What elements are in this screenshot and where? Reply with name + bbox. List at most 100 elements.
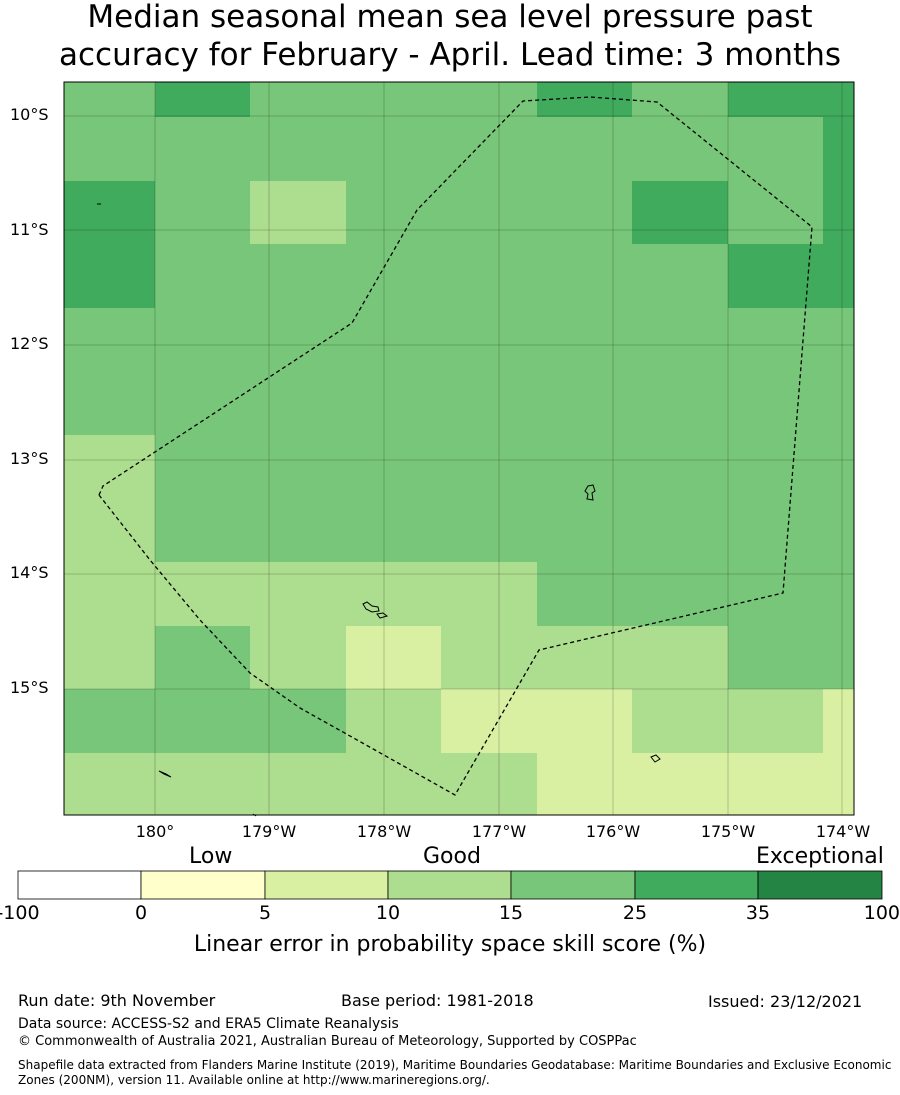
skill-cell bbox=[346, 244, 441, 308]
skill-cell bbox=[64, 435, 155, 498]
lon-label: 175°W bbox=[700, 822, 756, 841]
skill-cell bbox=[537, 435, 632, 498]
skill-cell bbox=[64, 562, 155, 626]
eez-boundary bbox=[98, 96, 813, 796]
colorbar-tick: 100 bbox=[863, 902, 900, 924]
colorbar-swatch bbox=[634, 870, 759, 900]
skill-cell bbox=[823, 117, 854, 181]
skill-cell bbox=[155, 689, 250, 753]
skill-cell bbox=[823, 244, 854, 308]
colorbar-swatch bbox=[387, 870, 512, 900]
skill-cell bbox=[441, 626, 537, 689]
skill-cell bbox=[346, 498, 441, 562]
skill-cell bbox=[64, 244, 155, 308]
skill-cell bbox=[441, 753, 537, 815]
skill-cell bbox=[632, 117, 728, 181]
skill-cell bbox=[537, 117, 632, 181]
skill-cell bbox=[632, 689, 728, 753]
skill-cell bbox=[155, 753, 250, 815]
colorbar-swatch bbox=[264, 870, 389, 900]
skill-cell bbox=[537, 689, 632, 753]
lon-label: 179°W bbox=[241, 822, 297, 841]
lon-label: 178°W bbox=[356, 822, 412, 841]
skill-cell bbox=[728, 117, 823, 181]
skill-cell bbox=[537, 753, 632, 815]
skill-cell bbox=[155, 308, 250, 371]
skill-cell bbox=[346, 562, 441, 626]
lon-label: 174°W bbox=[815, 822, 871, 841]
skill-cell bbox=[632, 562, 728, 626]
skill-cell bbox=[632, 181, 728, 244]
coastlines bbox=[97, 203, 661, 817]
issued-date: Issued: 23/12/2021 bbox=[708, 992, 863, 1011]
colorbar-tick: 25 bbox=[622, 902, 648, 924]
lat-label: 13°S bbox=[10, 449, 49, 468]
skill-cell bbox=[823, 562, 854, 626]
skill-cell bbox=[346, 371, 441, 435]
skill-cell bbox=[537, 371, 632, 435]
chart-title-line-2: accuracy for February - April. Lead time… bbox=[58, 37, 842, 73]
skill-cell bbox=[64, 689, 155, 753]
map-frame bbox=[63, 81, 855, 816]
skill-cell bbox=[728, 498, 823, 562]
skill-cell bbox=[823, 181, 854, 244]
skill-cell bbox=[64, 117, 155, 181]
colorbar-swatch bbox=[17, 870, 142, 900]
colorbar-tick: -100 bbox=[0, 902, 40, 924]
colorbar-tick: 10 bbox=[375, 902, 401, 924]
colorbar-tick: 5 bbox=[258, 902, 272, 924]
skill-cell bbox=[64, 181, 155, 244]
lat-label: 15°S bbox=[10, 678, 49, 697]
skill-cell bbox=[250, 82, 346, 117]
skill-cell bbox=[441, 82, 537, 117]
skill-cell bbox=[64, 82, 155, 117]
skill-cell bbox=[632, 753, 728, 815]
skill-cell bbox=[537, 181, 632, 244]
skill-cell bbox=[441, 308, 537, 371]
skill-cell bbox=[441, 244, 537, 308]
skill-cell bbox=[346, 117, 441, 181]
lat-label: 12°S bbox=[10, 334, 49, 353]
skill-cell bbox=[728, 371, 823, 435]
skill-cell bbox=[155, 117, 250, 181]
skill-cell bbox=[250, 244, 346, 308]
skill-cell bbox=[64, 371, 155, 435]
colorbar bbox=[17, 870, 883, 900]
skill-cell bbox=[728, 689, 823, 753]
skill-cell bbox=[250, 181, 346, 244]
colorbar-tick: 15 bbox=[498, 902, 524, 924]
skill-cell bbox=[823, 753, 854, 815]
skill-cell bbox=[441, 371, 537, 435]
skill-cell bbox=[728, 244, 823, 308]
skill-cell bbox=[823, 689, 854, 753]
skill-cell bbox=[250, 689, 346, 753]
skill-cell bbox=[250, 117, 346, 181]
skill-cell bbox=[441, 562, 537, 626]
skill-cell bbox=[155, 626, 250, 689]
skill-cell bbox=[155, 435, 250, 498]
skill-cell bbox=[155, 562, 250, 626]
skill-cell bbox=[346, 82, 441, 117]
skill-cell bbox=[728, 626, 823, 689]
skill-cell bbox=[537, 626, 632, 689]
skill-cell bbox=[346, 308, 441, 371]
lon-label: 177°W bbox=[471, 822, 527, 841]
category-good: Good bbox=[423, 844, 481, 869]
skill-grid bbox=[64, 82, 854, 815]
skill-cell bbox=[537, 308, 632, 371]
data-source: Data source: ACCESS-S2 and ERA5 Climate … bbox=[18, 1016, 399, 1032]
category-exceptional: Exceptional bbox=[756, 844, 884, 869]
skill-cell bbox=[346, 626, 441, 689]
lon-label: 176°W bbox=[585, 822, 641, 841]
skill-cell bbox=[823, 82, 854, 117]
shapefile-credit: Shapefile data extracted from Flanders M… bbox=[18, 1058, 892, 1087]
skill-cell bbox=[537, 562, 632, 626]
skill-cell bbox=[823, 308, 854, 371]
skill-cell bbox=[441, 435, 537, 498]
skill-cell bbox=[441, 181, 537, 244]
lat-label: 14°S bbox=[10, 563, 49, 582]
skill-cell bbox=[537, 244, 632, 308]
base-period: Base period: 1981-2018 bbox=[341, 991, 534, 1010]
skill-cell bbox=[155, 498, 250, 562]
